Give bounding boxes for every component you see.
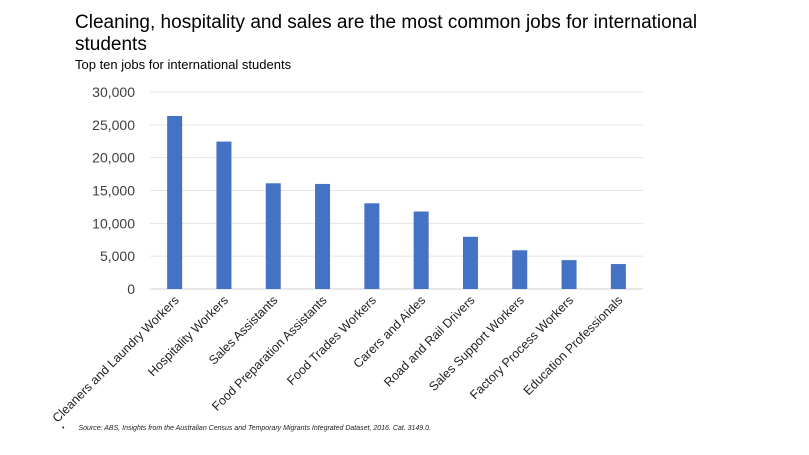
x-tick-label: Road and Rail Drivers xyxy=(381,293,477,389)
y-tick-label: 25,000 xyxy=(92,117,135,133)
y-tick-label: 5,000 xyxy=(100,248,135,264)
source-text: Source: ABS, Insights from the Australia… xyxy=(78,425,431,432)
y-tick-label: 0 xyxy=(127,281,135,297)
y-tick-label: 20,000 xyxy=(92,150,135,166)
y-tick-label: 10,000 xyxy=(92,215,135,231)
bar xyxy=(265,183,281,289)
bar xyxy=(216,141,232,289)
chart-title: Cleaning, hospitality and sales are the … xyxy=(75,12,698,55)
bar xyxy=(364,203,380,289)
bar xyxy=(167,115,183,290)
bar xyxy=(462,236,478,289)
bar xyxy=(610,264,626,289)
bar xyxy=(315,183,331,289)
x-tick-label: Sales Support Workers xyxy=(426,293,527,394)
y-tick-label: 15,000 xyxy=(92,183,135,199)
x-tick-label: Education Professionals xyxy=(521,293,626,398)
bar xyxy=(413,211,429,289)
source-note: • Source: ABS, Insights from the Australi… xyxy=(62,425,431,432)
y-tick-label: 30,000 xyxy=(92,84,135,100)
bar xyxy=(512,250,528,289)
chart-subtitle: Top ten jobs for international students xyxy=(75,57,292,72)
bar xyxy=(561,260,577,289)
x-tick-label: Food Trades Workers xyxy=(284,293,379,388)
bullet: • xyxy=(62,425,65,432)
